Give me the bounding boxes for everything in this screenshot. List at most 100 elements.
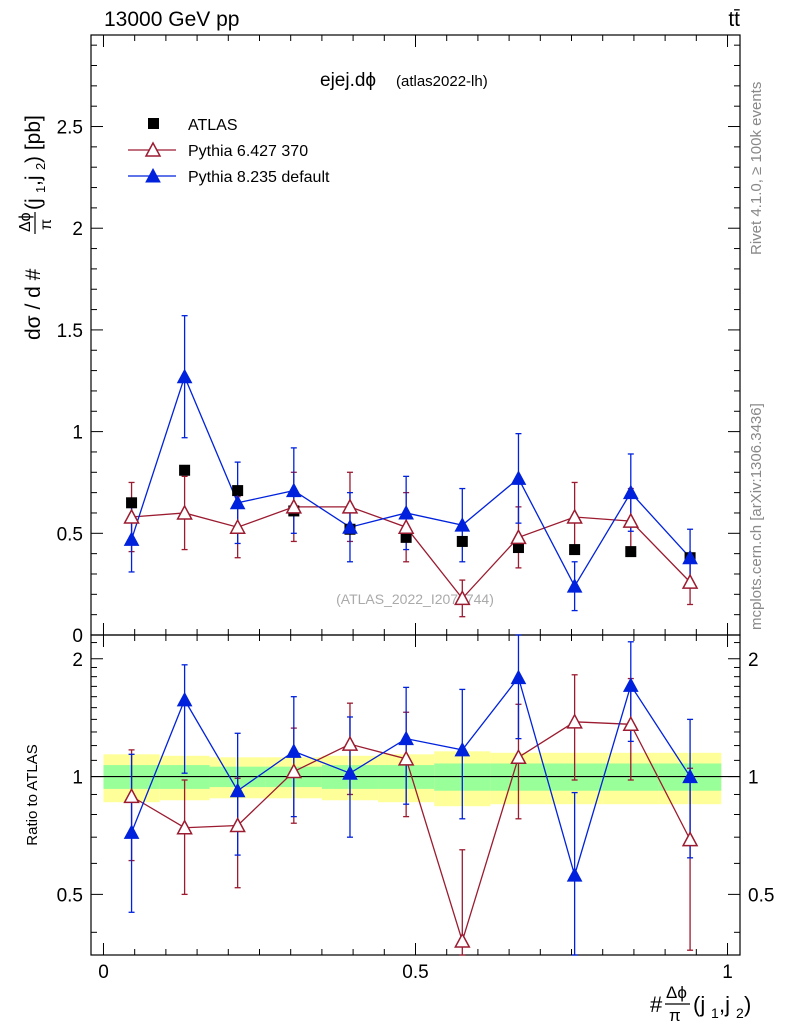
ratio-y-axis-label: Ratio to ATLAS [24, 744, 41, 845]
data-point-atlas [179, 464, 191, 476]
svg-text:dσ / d #: dσ / d # [22, 268, 45, 340]
data-point-pythia8 [123, 531, 140, 546]
data-point-pythia6 [341, 498, 359, 514]
data-point-pythia8 [229, 494, 246, 510]
ratio-point-pythia6 [681, 831, 699, 847]
svg-text:): ) [744, 992, 751, 1017]
main-panel: 0 0.5 1 1.5 2 2.5 [57, 34, 741, 647]
ratio-y-tick-label-left: 2 [72, 650, 83, 671]
x-tick-label: 1 [722, 962, 733, 983]
x-axis-label: # Δϕ π (j 1 ,j 2 ) [650, 983, 751, 1024]
y-tick-label: 2.5 [57, 118, 83, 139]
ratio-point-pythia6 [397, 750, 415, 766]
legend-marker-pythia6 [144, 141, 162, 157]
ratio-y-tick-label-right: 1 [748, 768, 759, 789]
svg-text:2: 2 [736, 1005, 744, 1021]
y-tick-label: 1 [72, 423, 83, 444]
series-line-pythia6 [131, 506, 691, 600]
x-tick-label: 0 [98, 962, 109, 983]
watermark: (ATLAS_2022_I2077744) [336, 591, 494, 607]
data-point-pythia6 [622, 512, 640, 528]
data-point-pythia8 [566, 578, 583, 593]
x-tick-label: 0.5 [402, 962, 428, 983]
svg-text:Δϕ: Δϕ [17, 212, 34, 232]
ratio-y-tick-label-right: 0.5 [748, 885, 774, 906]
data-point-pythia8 [510, 470, 527, 485]
legend-label-pythia6: Pythia 6.427 370 [188, 143, 308, 160]
ratio-point-pythia6 [341, 735, 359, 751]
svg-text:(j: (j [22, 198, 45, 210]
data-point-pythia8 [176, 368, 193, 384]
y-tick-label: 0.5 [57, 524, 83, 545]
mcplots-label: mcplots.cern.ch [arXiv:1306.3436] [748, 403, 765, 630]
ratio-point-pythia8 [176, 691, 193, 707]
data-point-atlas [569, 544, 581, 556]
svg-text:1: 1 [33, 186, 48, 193]
svg-text:#: # [650, 992, 663, 1017]
ratio-point-pythia8 [398, 730, 414, 746]
svg-text:π: π [669, 1006, 681, 1024]
main-title-text: ejej.dϕ [320, 70, 376, 91]
ratio-point-pythia8 [682, 768, 698, 784]
legend: ATLAS Pythia 6.427 370 Pythia 8.235 defa… [128, 117, 330, 186]
data-point-pythia6 [285, 498, 303, 514]
data-point-pythia6 [229, 518, 246, 534]
ratio-point-pythia6 [510, 748, 527, 765]
svg-text:,j: ,j [22, 176, 45, 187]
svg-text:) [pb]: ) [pb] [22, 115, 45, 163]
svg-text:(j: (j [693, 992, 705, 1017]
legend-marker-pythia8 [145, 167, 161, 183]
data-point-pythia6 [681, 573, 699, 589]
ratio-point-pythia6 [285, 762, 303, 779]
data-point-pythia6 [123, 508, 140, 524]
ratio-point-pythia6 [566, 713, 583, 729]
legend-marker-atlas [148, 118, 159, 129]
ratio-point-pythia6 [229, 816, 246, 833]
ratio-point-pythia6 [454, 932, 471, 948]
svg-text:Δϕ: Δϕ [666, 983, 687, 1002]
data-point-pythia8 [682, 549, 698, 565]
ratio-point-pythia8 [285, 743, 302, 758]
ratio-point-pythia6 [622, 715, 640, 732]
ratio-point-pythia8 [454, 741, 471, 757]
data-point-pythia8 [285, 482, 302, 498]
rivet-label: Rivet 4.1.0, ≥ 100k events [748, 82, 765, 255]
legend-entry-pythia6: Pythia 6.427 370 [128, 141, 308, 160]
main-title: ejej.dϕ (atlas2022-lh) [320, 70, 488, 91]
ratio-point-pythia6 [176, 819, 193, 835]
svg-text:2: 2 [33, 163, 48, 170]
ratio-panel: 0 0.5 1 0.5 0.5 1 1 2 2 [57, 634, 774, 983]
ratio-y-tick-label-left: 1 [72, 768, 83, 789]
ratio-point-pythia8 [123, 824, 140, 839]
data-point-atlas [625, 546, 637, 558]
data-point-pythia6 [454, 589, 471, 606]
ratio-point-pythia6 [123, 787, 140, 804]
legend-label-atlas: ATLAS [188, 117, 238, 134]
data-point-pythia6 [510, 528, 527, 545]
legend-entry-pythia8: Pythia 8.235 default [128, 167, 330, 186]
ratio-point-pythia8 [510, 669, 527, 685]
y-tick-label: 0 [72, 626, 83, 647]
ratio-y-tick-label-left: 0.5 [57, 885, 83, 906]
data-point-atlas [512, 542, 524, 554]
data-point-atlas [126, 497, 138, 509]
data-point-atlas [400, 531, 412, 543]
data-point-pythia8 [398, 504, 414, 520]
ratio-point-pythia8 [342, 765, 358, 780]
data-point-pythia8 [342, 519, 358, 534]
series-line-pythia8 [130, 374, 691, 588]
legend-label-pythia8: Pythia 8.235 default [188, 169, 330, 186]
process-label: tt̄ [728, 8, 740, 31]
data-point-pythia6 [397, 518, 415, 534]
main-title-sub: (atlas2022-lh) [396, 73, 488, 90]
ratio-y-tick-label-right: 2 [748, 650, 759, 671]
svg-text:1: 1 [711, 1005, 719, 1021]
data-point-pythia6 [176, 504, 193, 520]
data-point-pythia8 [454, 517, 471, 532]
energy-label: 13000 GeV pp [104, 8, 239, 31]
main-y-axis-label: dσ / d # Δϕ π (j 1 ,j 2 ) [pb] [17, 115, 55, 340]
data-point-atlas [456, 535, 468, 547]
data-point-pythia6 [566, 508, 583, 524]
svg-text:,j: ,j [719, 992, 730, 1017]
